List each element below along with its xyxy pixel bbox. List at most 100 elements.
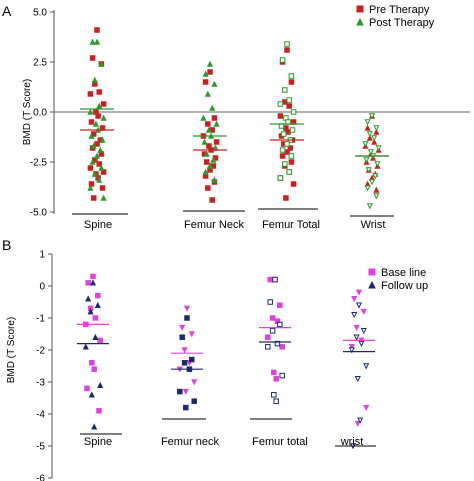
point-pre-therapy-spine-24 [90, 195, 97, 201]
point-post-therapy-femur-neck-13 [206, 162, 214, 169]
point-post-therapy-femur-neck-2 [211, 80, 218, 87]
legend-label-pre-therapy: Pre Therapy [369, 4, 430, 16]
point-base-line-femur-total-2 [277, 302, 283, 308]
point-pre-therapy-femur-total-3 [282, 99, 288, 105]
point-follow-up-femur-neck-1 [179, 334, 185, 340]
point-follow-up-spine-6 [97, 381, 104, 388]
point-post-therapy-wrist-10 [374, 161, 381, 168]
point-pre-therapy-femur-neck-1 [202, 79, 209, 85]
point-follow-up-femur-total-2 [277, 321, 283, 328]
point-follow-up-femur-total-6 [279, 372, 285, 379]
point-post-therapy-spine-1 [89, 38, 96, 45]
group-label-femur-total: Femur total [252, 436, 308, 448]
point-post-therapy-femur-total-0 [284, 41, 290, 47]
group-label-spine: Spine [84, 219, 112, 231]
legend-label-post-therapy: Post Therapy [369, 17, 435, 29]
point-post-therapy-wrist-13 [368, 179, 376, 186]
point-post-therapy-wrist-7 [367, 149, 374, 156]
point-post-therapy-wrist-0 [368, 113, 376, 120]
point-follow-up-femur-neck-7 [183, 404, 189, 411]
y-axis-label-a: BMD (T Score) [22, 79, 33, 146]
point-follow-up-spine-2 [94, 301, 101, 308]
point-post-therapy-spine-9 [88, 132, 95, 139]
point-post-therapy-wrist-9 [363, 157, 370, 164]
point-post-therapy-femur-total-14 [279, 147, 286, 153]
point-base-line-femur-neck-0 [183, 305, 191, 312]
point-follow-up-spine-3 [87, 308, 94, 315]
point-pre-therapy-femur-neck-2 [211, 115, 218, 121]
point-post-therapy-femur-neck-7 [205, 126, 212, 133]
legend-marker-follow-up [368, 280, 376, 289]
y-axis-ticks-a: 5.0 2.5 0.0 -2.5 -5.0 [30, 8, 54, 219]
group-label-femur-neck: Femur neck [161, 436, 220, 448]
legend-label-follow-up: Follow up [381, 280, 428, 292]
point-post-therapy-femur-neck-9 [201, 138, 208, 145]
group-label-wrist: wrist [340, 436, 364, 448]
group-labels-b: Spine Femur neck Femur total wrist [80, 418, 376, 448]
point-post-therapy-femur-total-11 [280, 131, 287, 137]
point-base-line-femur-neck-3 [181, 347, 188, 354]
y-tick-label-a-4: -5.0 [30, 208, 48, 219]
point-base-line-wrist-2 [360, 308, 367, 315]
group-labels-a: Spine Femur Neck Femur Total Wrist [72, 208, 394, 231]
legend-marker-pre-therapy [356, 5, 364, 13]
point-pre-therapy-wrist-4 [371, 138, 378, 145]
point-base-line-spine-9 [84, 385, 90, 392]
y-tick-label-b-6: -5 [36, 442, 45, 453]
point-post-therapy-femur-total-2 [288, 73, 295, 79]
point-base-line-femur-neck-2 [188, 331, 195, 338]
point-pre-therapy-femur-neck-11 [203, 159, 210, 165]
panel-a: A BMD (T Score) 5.0 2.5 0.0 -2.5 -5.0 Spine F… [2, 3, 470, 231]
point-base-line-wrist-7 [354, 420, 361, 427]
point-post-therapy-wrist-4 [371, 135, 378, 142]
point-follow-up-femur-total-5 [265, 344, 271, 350]
point-base-line-wrist-5 [348, 344, 355, 351]
y-tick-label-a-2: 0.0 [33, 108, 47, 119]
point-post-therapy-spine-16 [91, 170, 98, 177]
point-post-therapy-spine-6 [100, 114, 107, 121]
point-pre-therapy-wrist-15 [373, 186, 380, 193]
point-follow-up-wrist-5 [348, 347, 355, 354]
group-label-femur-neck: Femur Neck [184, 219, 244, 231]
point-pre-therapy-wrist-1 [364, 124, 371, 131]
point-post-therapy-wrist-11 [365, 167, 372, 174]
point-pre-therapy-spine-9 [88, 119, 95, 125]
point-post-therapy-spine-13 [93, 152, 101, 159]
point-post-therapy-spine-3 [91, 76, 98, 83]
point-pre-therapy-femur-total-14 [279, 153, 286, 159]
mean-lines-b [77, 323, 375, 370]
point-pre-therapy-spine-0 [94, 27, 100, 33]
legend-marker-post-therapy [356, 17, 364, 26]
point-post-therapy-femur-neck-12 [210, 156, 217, 163]
point-pre-therapy-femur-total-15 [288, 159, 295, 165]
point-post-therapy-femur-total-3 [282, 87, 288, 93]
point-follow-up-spine-0 [89, 279, 97, 286]
point-post-therapy-wrist-3 [366, 131, 373, 138]
group-label-wrist: Wrist [361, 219, 386, 231]
point-base-line-femur-neck-7 [182, 388, 189, 395]
point-post-therapy-femur-neck-3 [204, 90, 211, 97]
point-follow-up-femur-total-4 [274, 340, 281, 347]
point-post-therapy-femur-neck-11 [203, 150, 210, 157]
point-follow-up-femur-neck-0 [184, 315, 190, 321]
point-follow-up-femur-neck-3 [181, 360, 188, 366]
point-post-therapy-femur-neck-0 [206, 60, 214, 67]
point-base-line-femur-neck-6 [191, 379, 198, 386]
point-post-therapy-spine-15 [98, 164, 105, 171]
point-post-therapy-wrist-12 [372, 173, 379, 180]
group-label-spine: Spine [84, 436, 112, 448]
y-axis-ticks-b: 1 0 -1 -2 -3 -4 -5 -6 [36, 250, 52, 481]
point-post-therapy-spine-12 [97, 146, 104, 153]
point-follow-up-spine-4 [92, 333, 99, 340]
point-post-therapy-spine-10 [99, 136, 106, 143]
point-post-therapy-spine-0 [93, 38, 101, 45]
point-follow-up-femur-neck-5 [177, 388, 183, 395]
point-post-therapy-wrist-14 [364, 185, 371, 192]
group-label-femur-total: Femur Total [262, 219, 320, 231]
point-post-therapy-femur-neck-15 [211, 176, 218, 183]
point-pre-therapy-spine-1 [89, 55, 96, 61]
point-follow-up-femur-neck-6 [191, 398, 197, 404]
point-pre-therapy-femur-total-0 [284, 47, 290, 53]
panel-b: B BMD (T Score) 1 0 -1 -2 -3 -4 -5 -6 Spine Femu… [2, 237, 428, 481]
